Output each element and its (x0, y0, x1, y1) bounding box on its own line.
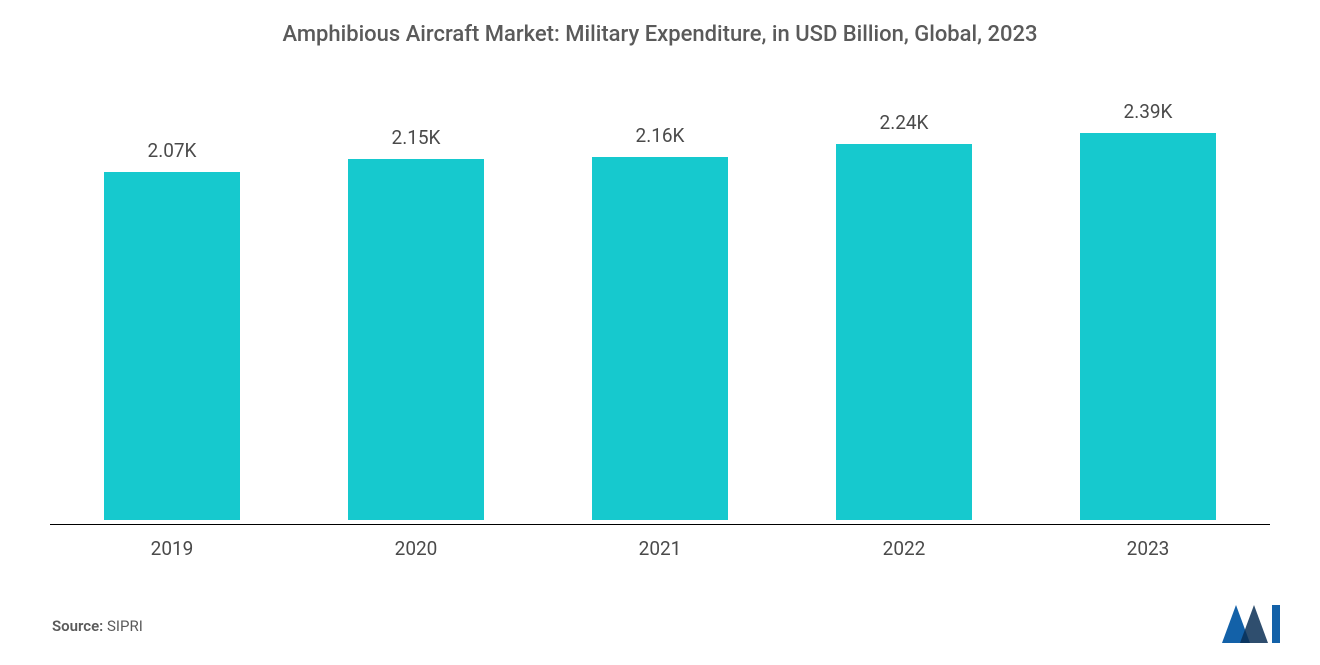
x-axis-label: 2020 (306, 525, 526, 560)
x-axis-label: 2023 (1038, 525, 1258, 560)
bar-group: 2.24K (794, 100, 1014, 520)
bar-group: 2.39K (1038, 100, 1258, 520)
x-axis-label: 2021 (550, 525, 770, 560)
x-axis-label: 2022 (794, 525, 1014, 560)
bar-group: 2.16K (550, 100, 770, 520)
logo-triangle-2 (1240, 605, 1268, 643)
bar (592, 157, 728, 520)
bar (348, 159, 484, 520)
chart-title: Amphibious Aircraft Market: Military Exp… (0, 0, 1320, 47)
bar (836, 144, 972, 520)
bar-value-label: 2.07K (148, 139, 197, 162)
bar-group: 2.15K (306, 100, 526, 520)
bar-value-label: 2.24K (880, 111, 929, 134)
bar-value-label: 2.16K (636, 124, 685, 147)
logo-bar (1272, 605, 1280, 643)
x-axis: 2019 2020 2021 2022 2023 (50, 524, 1270, 560)
x-axis-label: 2019 (62, 525, 282, 560)
bar-group: 2.07K (62, 100, 282, 520)
bar-value-label: 2.39K (1124, 100, 1173, 123)
plot-area: 2.07K 2.15K 2.16K 2.24K 2.39K (50, 100, 1270, 520)
source-value-text: SIPRI (107, 617, 143, 635)
bar (1080, 133, 1216, 520)
source-line: Source: SIPRI (52, 617, 143, 635)
bar-value-label: 2.15K (392, 126, 441, 149)
bar (104, 172, 240, 520)
brand-logo-icon (1222, 605, 1280, 643)
source-label: Source: (52, 617, 103, 635)
